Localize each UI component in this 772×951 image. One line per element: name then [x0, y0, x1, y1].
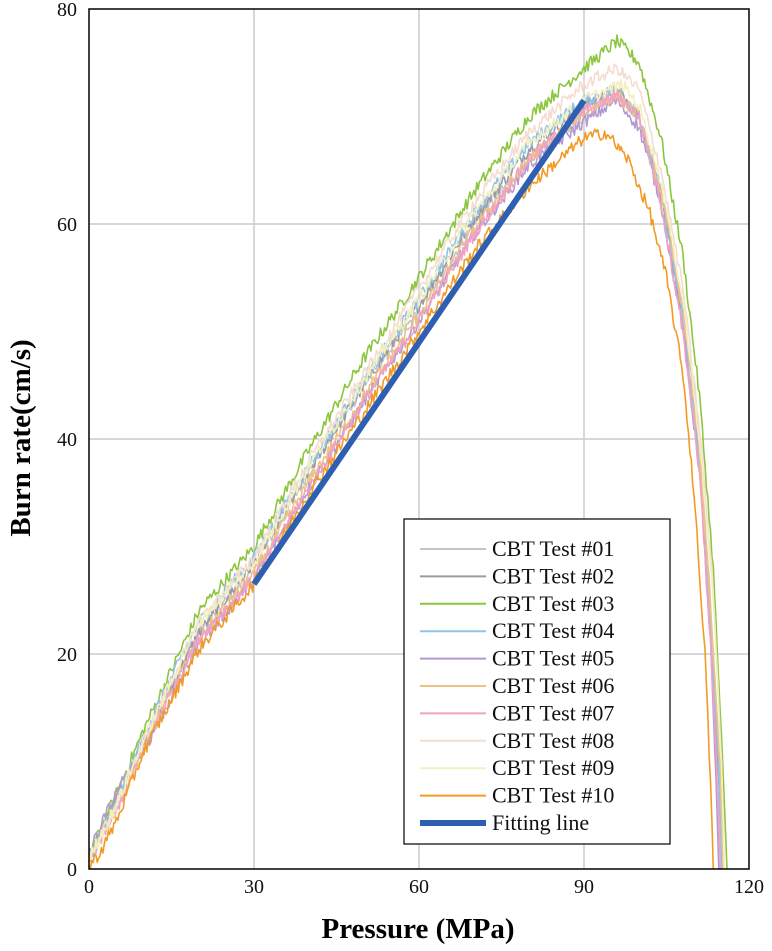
x-tick-label: 90 — [574, 876, 594, 898]
series-line-9 — [88, 78, 726, 870]
series-line-7 — [88, 89, 722, 870]
legend-label: CBT Test #09 — [492, 755, 614, 780]
series-line-8 — [88, 63, 726, 870]
legend-label: Fitting line — [492, 810, 589, 835]
y-tick-labels: 0 20 40 60 80 — [57, 0, 77, 881]
legend-label: CBT Test #08 — [492, 728, 614, 753]
fitting-line — [251, 98, 587, 586]
series-layer — [88, 34, 728, 870]
y-tick-label: 0 — [67, 859, 77, 881]
x-tick-labels: 0 30 60 90 120 — [84, 876, 764, 898]
x-tick-label: 30 — [244, 876, 264, 898]
legend-label: CBT Test #07 — [492, 700, 614, 725]
series-line-3 — [88, 34, 728, 870]
legend-label: CBT Test #03 — [492, 591, 614, 616]
y-tick-label: 20 — [57, 644, 77, 666]
legend-label: CBT Test #04 — [492, 618, 614, 643]
legend-label: CBT Test #06 — [492, 673, 614, 698]
x-tick-label: 0 — [84, 876, 94, 898]
plot-frame — [88, 8, 750, 870]
legend-label: CBT Test #02 — [492, 563, 614, 588]
x-tick-label: 60 — [409, 876, 429, 898]
y-tick-label: 80 — [57, 0, 77, 21]
y-tick-label: 60 — [57, 214, 77, 236]
y-axis-title: Burn rate(cm/s) — [5, 339, 37, 536]
legend-box — [403, 518, 671, 845]
legend-label: CBT Test #01 — [492, 536, 614, 561]
legend-label: CBT Test #05 — [492, 646, 614, 671]
x-tick-label: 120 — [734, 876, 764, 898]
y-tick-label: 40 — [57, 429, 77, 451]
x-axis-title: Pressure (MPa) — [321, 913, 514, 945]
grid-lines — [89, 9, 749, 869]
legend-label: CBT Test #10 — [492, 783, 614, 808]
